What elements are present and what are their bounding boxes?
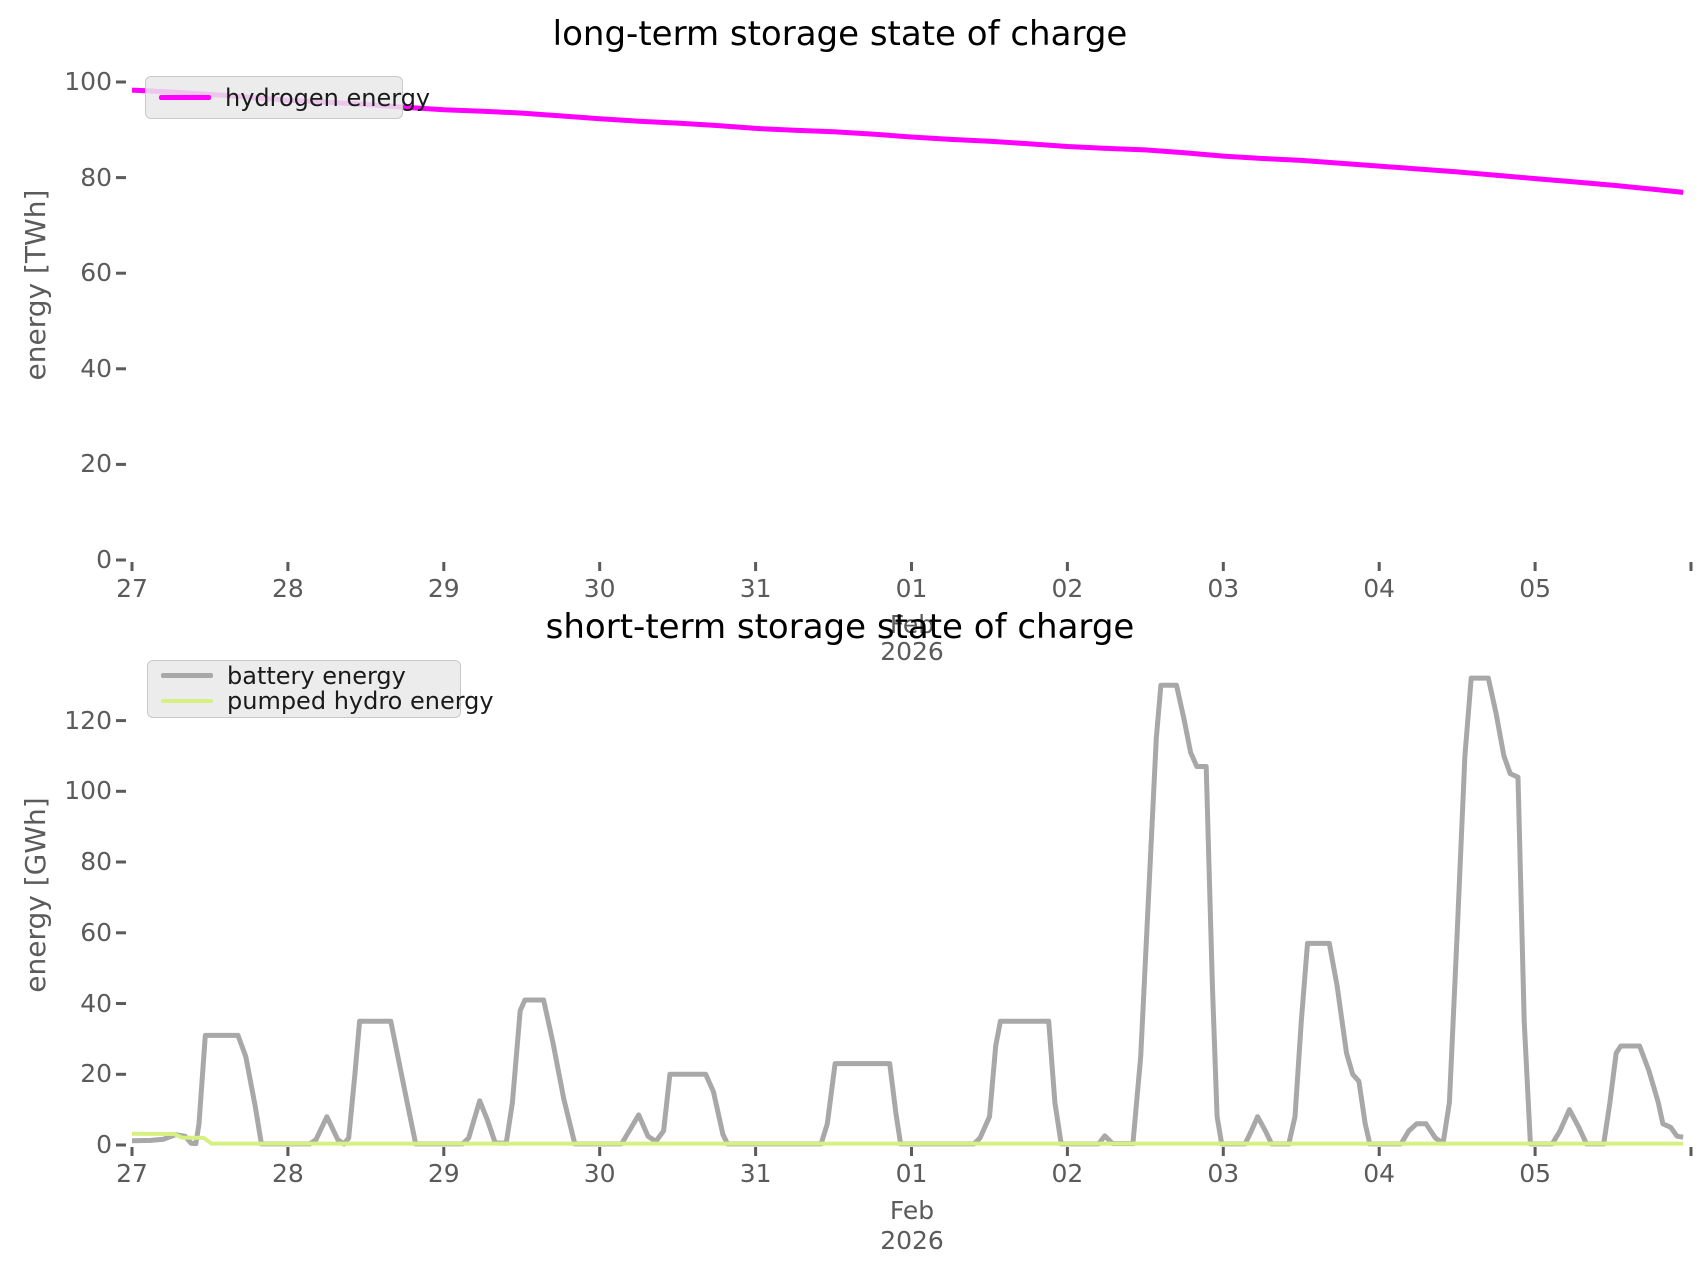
battery-energy-legend-label: battery energy bbox=[227, 661, 406, 690]
short-term-month-label: Feb bbox=[889, 1196, 935, 1225]
pumped-hydro-energy-legend-label: pumped hydro energy bbox=[227, 686, 494, 715]
long-term-legend: hydrogen energy bbox=[145, 76, 430, 119]
long-term-month-label: Feb bbox=[889, 610, 935, 639]
short-term-y-axis-label: energy [GWh] bbox=[19, 797, 52, 993]
short-term-year-label: 2026 bbox=[880, 1226, 944, 1255]
short-term-legend: battery energy pumped hydro energy bbox=[147, 660, 494, 718]
short-term-chart-title: short-term storage state of charge bbox=[545, 607, 1135, 647]
hydrogen-energy-line-swatch bbox=[159, 95, 211, 100]
battery-energy-line-swatch bbox=[161, 673, 213, 678]
long-term-y-axis-label: energy [TWh] bbox=[19, 189, 52, 381]
hydrogen-energy-legend-label: hydrogen energy bbox=[225, 83, 431, 112]
long-term-year-label: 2026 bbox=[880, 637, 944, 666]
pumped-hydro-energy-line-swatch bbox=[161, 698, 213, 703]
long-term-chart-title: long-term storage state of charge bbox=[552, 14, 1128, 54]
